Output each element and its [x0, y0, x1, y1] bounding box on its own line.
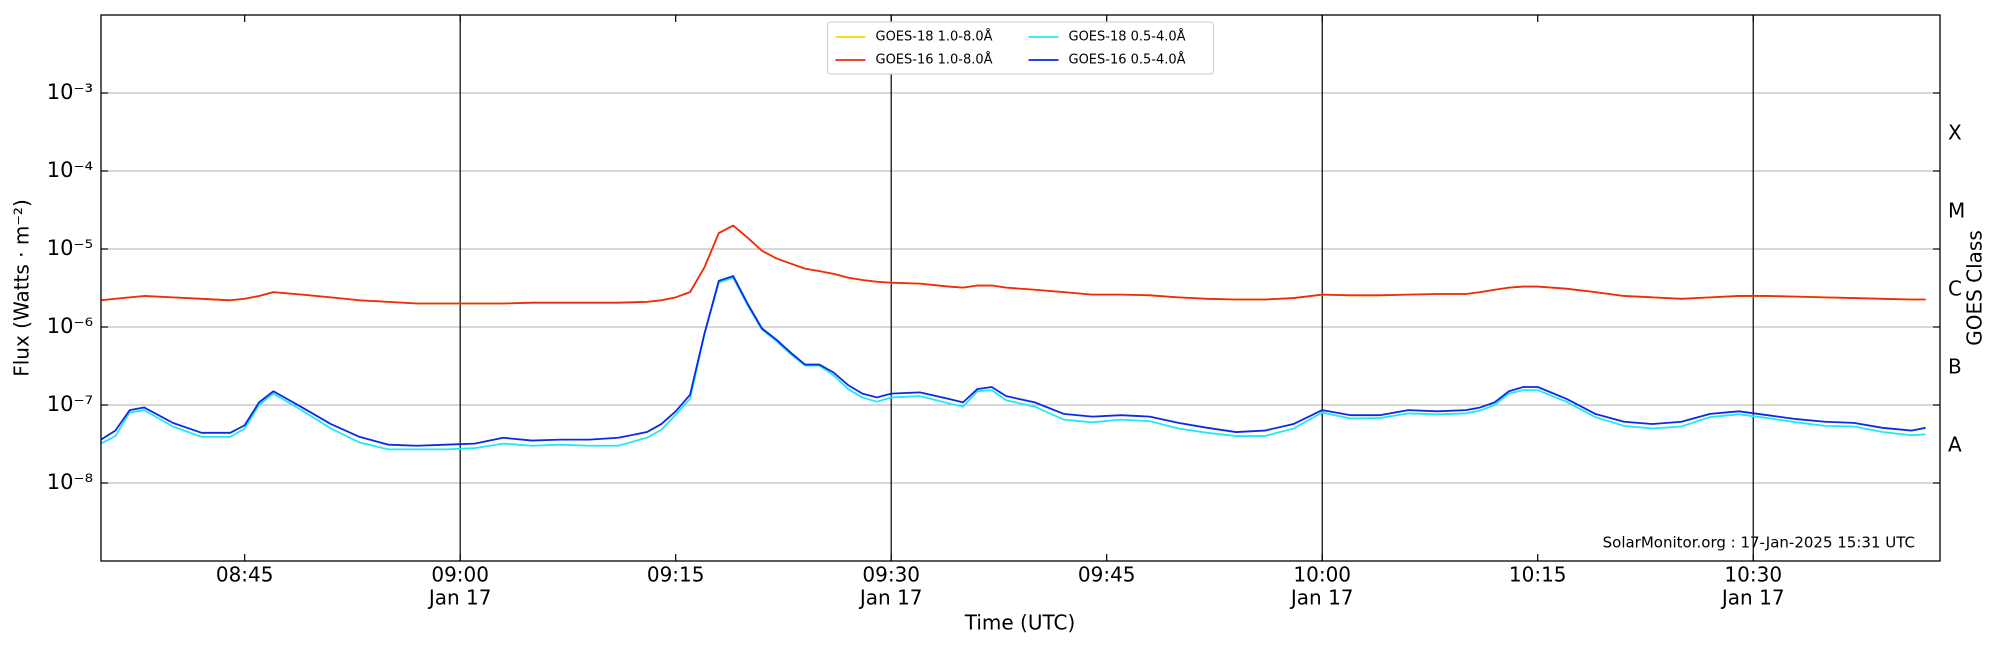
x-tick-label: Jan 17: [1289, 586, 1354, 610]
y-tick-label: 10⁻³: [47, 80, 93, 104]
y2-tick-label: B: [1948, 354, 1962, 378]
y2-axis-label: GOES Class: [1963, 230, 1987, 346]
x-tick-label: 10:15: [1509, 563, 1567, 587]
x-tick-label: Jan 17: [858, 586, 923, 610]
legend-box: [827, 21, 1214, 75]
x-tick-label: Jan 17: [1720, 586, 1785, 610]
series-line: [100, 224, 1926, 305]
x-tick-label: 10:30: [1724, 563, 1782, 587]
y-tick-label: 10⁻⁴: [47, 158, 93, 182]
y2-tick-label: C: [1948, 276, 1962, 300]
x-tick-label: 08:45: [216, 563, 274, 587]
legend-label: GOES-18 0.5-4.0Å: [1069, 29, 1186, 45]
x-tick-label: Jan 17: [427, 586, 492, 610]
y2-tick-label: X: [1948, 120, 1962, 144]
y-tick-label: 10⁻⁸: [47, 470, 93, 494]
series-line: [100, 276, 1926, 451]
x-tick-label: 09:00: [431, 563, 489, 587]
y2-tick-label: A: [1948, 432, 1962, 456]
x-axis-label: Time (UTC): [964, 611, 1076, 635]
x-tick-label: 09:15: [647, 563, 705, 587]
series-line: [100, 275, 1926, 447]
legend-label: GOES-18 1.0-8.0Å: [876, 29, 993, 45]
x-tick-label: 09:30: [862, 563, 920, 587]
plot-frame: [100, 14, 1941, 562]
y-tick-label: 10⁻⁶: [47, 314, 93, 338]
series-line: [100, 224, 1926, 305]
y-axis-label: Flux (Watts · m⁻²): [10, 199, 34, 377]
x-tick-label: 09:45: [1078, 563, 1136, 587]
legend-label: GOES-16 0.5-4.0Å: [1069, 52, 1186, 68]
y2-tick-label: M: [1948, 198, 1965, 222]
y-tick-label: 10⁻⁷: [47, 392, 93, 416]
x-tick-label: 10:00: [1293, 563, 1351, 587]
y-tick-label: 10⁻⁵: [47, 236, 93, 260]
annotation: SolarMonitor.org : 17-Jan-2025 15:31 UTC: [1603, 534, 1915, 552]
legend-label: GOES-16 1.0-8.0Å: [876, 52, 993, 68]
